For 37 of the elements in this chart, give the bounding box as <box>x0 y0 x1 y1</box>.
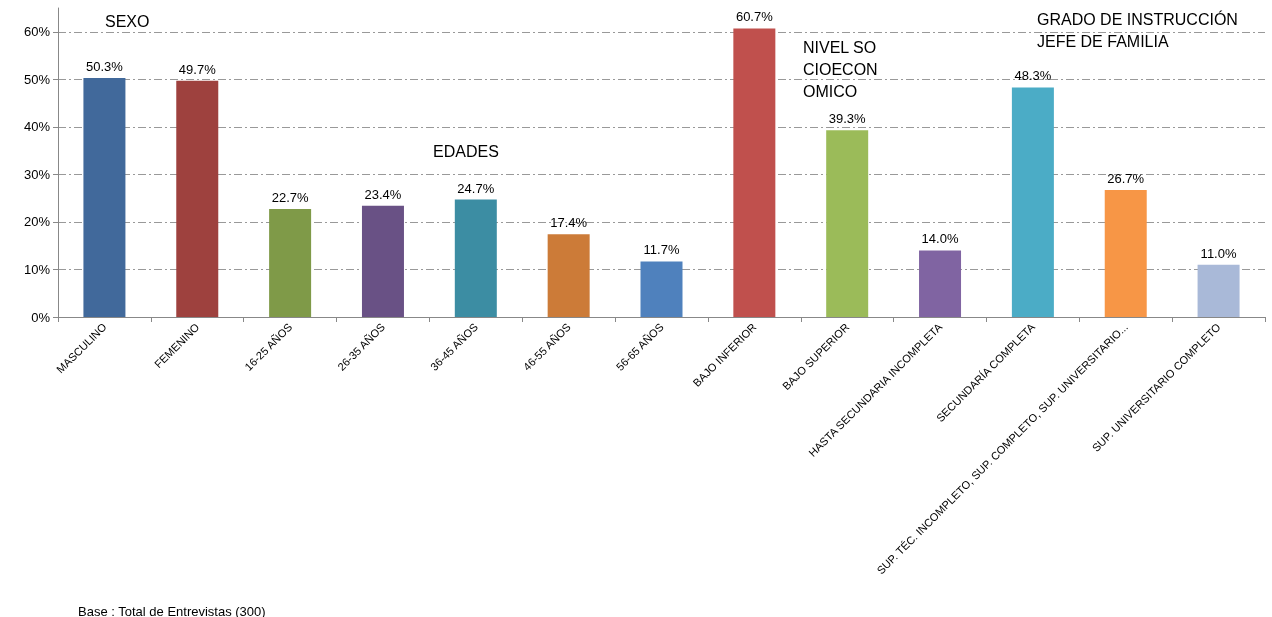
bar <box>826 130 869 317</box>
data-label: 14.0% <box>921 231 959 247</box>
bar <box>547 234 590 317</box>
data-label: 22.7% <box>271 190 309 206</box>
bar <box>176 80 219 317</box>
bar <box>83 77 126 317</box>
data-label: 11.0% <box>1200 245 1237 261</box>
bar <box>269 209 312 317</box>
annotation: GRADO DE INSTRUCCIÓN JEFE DE FAMILIA <box>1037 9 1243 50</box>
data-label: 39.3% <box>828 111 867 127</box>
data-label: 49.7% <box>178 61 217 77</box>
annotation: SEXO <box>105 12 150 30</box>
bar <box>733 28 776 317</box>
bar <box>1197 264 1240 317</box>
y-tick-label: 30% <box>23 166 51 182</box>
annotation: NIVEL SOCIOECONOMICO <box>803 38 878 100</box>
bar <box>1104 190 1147 317</box>
data-label: 23.4% <box>364 186 402 202</box>
y-tick-label: 40% <box>23 119 51 135</box>
y-tick-label: 60% <box>23 24 51 40</box>
data-label: 17.4% <box>550 215 588 231</box>
y-tick-label: 50% <box>23 71 51 87</box>
data-label: 48.3% <box>1014 68 1052 84</box>
bar <box>454 199 497 317</box>
y-tick-label: 10% <box>23 261 51 277</box>
bar <box>1011 87 1054 317</box>
data-label: 50.3% <box>85 58 124 74</box>
y-tick-label: 20% <box>23 214 51 230</box>
bar <box>361 205 404 317</box>
bar <box>919 250 962 317</box>
annotation: EDADES <box>433 142 499 160</box>
data-label: 26.7% <box>1107 171 1145 187</box>
data-label: 60.7% <box>735 9 774 25</box>
bar <box>640 261 683 317</box>
y-tick-label: 0% <box>31 309 51 325</box>
data-label: 11.7% <box>643 242 680 258</box>
data-label: 24.7% <box>457 180 495 196</box>
